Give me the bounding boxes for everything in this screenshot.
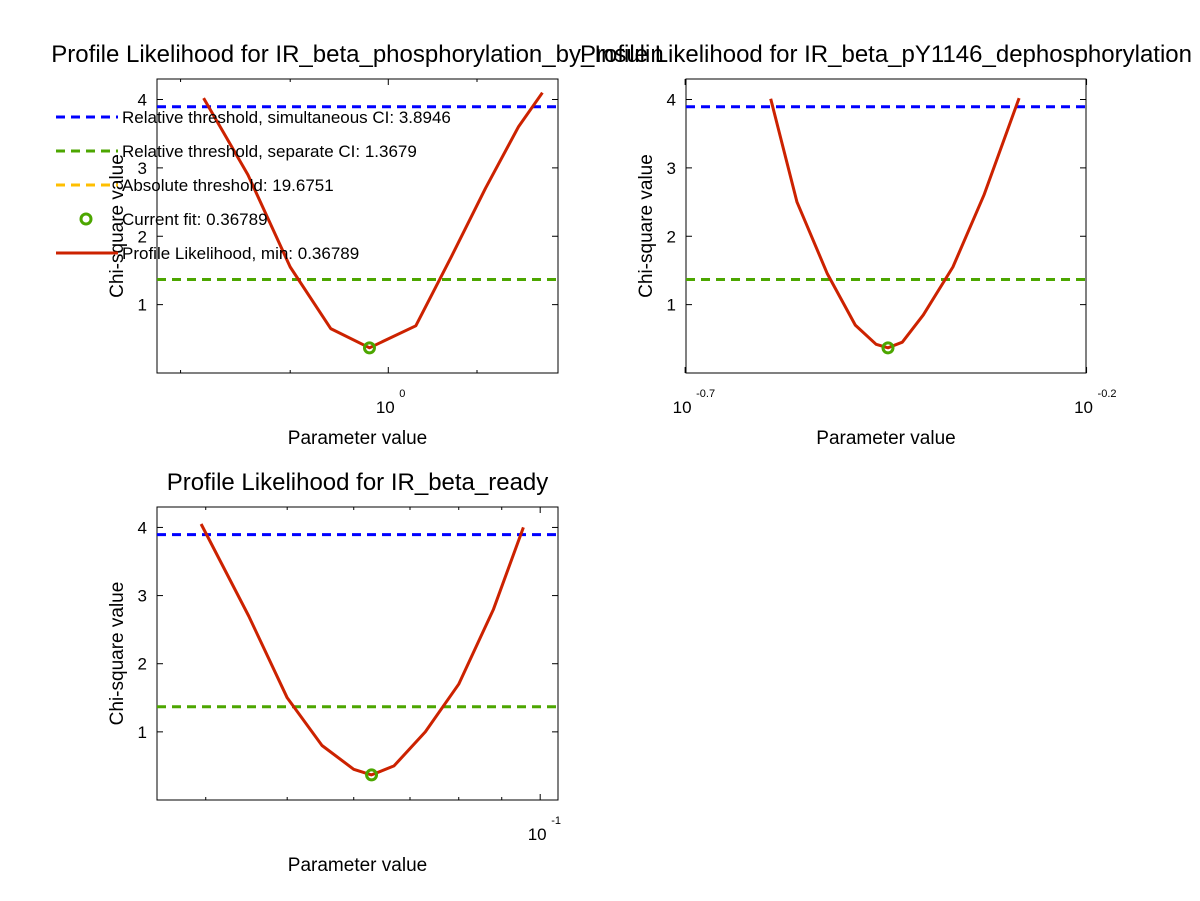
legend-label-separate: Relative threshold, separate CI: 1.3679 (122, 142, 417, 161)
chart-panel-2: Profile Likelihood for IR_beta_pY1146_de… (580, 41, 1192, 449)
current-fit-marker (362, 341, 376, 355)
x-tick-label-exponent: -0.2 (1098, 388, 1117, 400)
legend: Relative threshold, simultaneous CI: 3.8… (56, 108, 451, 263)
y-tick-label: 3 (138, 159, 147, 178)
y-tick-label: 1 (138, 296, 147, 315)
x-axis-label: Parameter value (288, 428, 427, 449)
y-tick-label: 2 (667, 227, 676, 246)
y-tick-label: 4 (138, 518, 147, 537)
y-axis-label: Chi-square value (107, 154, 128, 298)
current-fit-marker (881, 341, 895, 355)
profile-likelihood-line (199, 523, 525, 777)
axes-box (156, 78, 559, 374)
y-axis-label: Chi-square value (636, 154, 657, 298)
x-axis-label: Parameter value (288, 855, 427, 876)
y-tick-label: 4 (667, 91, 676, 110)
chart-title: Profile Likelihood for IR_beta_pY1146_de… (580, 41, 1192, 68)
legend-label-profile: Profile Likelihood, min: 0.36789 (122, 244, 359, 263)
y-tick-label: 4 (138, 91, 147, 110)
y-tick-label: 1 (138, 723, 147, 742)
y-tick-label: 1 (667, 296, 676, 315)
y-tick-label: 2 (138, 655, 147, 674)
legend-label-current_fit: Current fit: 0.36789 (122, 210, 268, 229)
x-tick-label-base: 10 (1074, 398, 1093, 417)
y-tick-label: 2 (138, 227, 147, 246)
legend-label-absolute: Absolute threshold: 19.6751 (122, 176, 334, 195)
legend-label-simultaneous: Relative threshold, simultaneous CI: 3.8… (122, 108, 451, 127)
current-fit-marker (365, 768, 379, 782)
chart-title: Profile Likelihood for IR_beta_ready (167, 469, 549, 496)
x-tick-label-base: 10 (528, 825, 547, 844)
y-tick-label: 3 (138, 587, 147, 606)
chart-panel-1: Profile Likelihood for IR_beta_phosphory… (51, 41, 663, 449)
chart-title: Profile Likelihood for IR_beta_phosphory… (51, 41, 663, 68)
profile-likelihood-line (769, 97, 1021, 350)
axes-box (156, 506, 559, 801)
x-tick-label-exponent: -1 (551, 815, 561, 827)
legend-swatch-current_fit (79, 212, 93, 226)
axes-box (685, 78, 1087, 374)
x-tick-label-base: 10 (673, 398, 692, 417)
x-tick-label-exponent: 0 (399, 388, 405, 400)
profile-likelihood-line (202, 91, 544, 350)
x-axis-label: Parameter value (816, 428, 955, 449)
chart-panel-3: Profile Likelihood for IR_beta_ready 1 2 3 4… (107, 469, 561, 876)
x-tick-label-exponent: -0.7 (696, 388, 715, 400)
x-tick-label-base: 10 (376, 398, 395, 417)
y-tick-label: 3 (667, 159, 676, 178)
y-axis-label: Chi-square value (107, 582, 128, 726)
